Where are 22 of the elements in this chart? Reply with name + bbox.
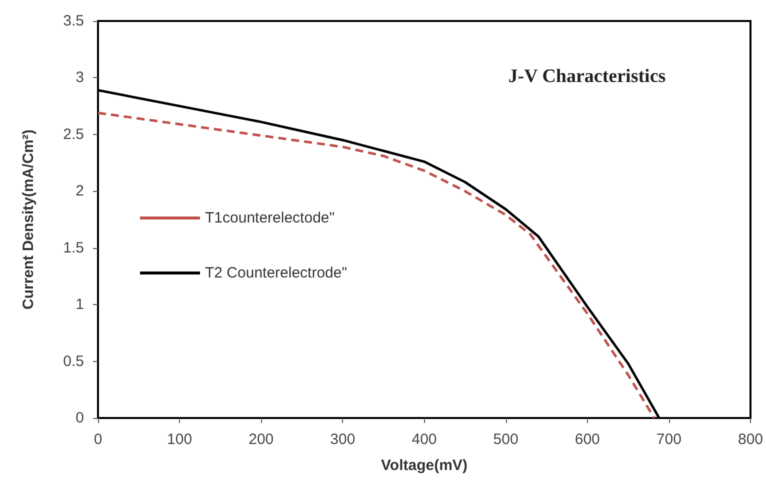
legend-label: T1counterelectode" — [205, 210, 335, 226]
x-tick-label: 200 — [248, 431, 274, 448]
y-tick-label: 2.5 — [63, 126, 84, 143]
x-tick-label: 100 — [167, 431, 192, 448]
y-tick-label: 1.5 — [63, 239, 84, 256]
x-tick-label: 400 — [412, 431, 437, 448]
y-tick-label: 2 — [76, 182, 84, 200]
y-axis-title: Current Density(mA/Cm²) — [20, 129, 37, 310]
y-tick-label: 0 — [76, 410, 84, 426]
x-axis-title: Voltage(mV) — [381, 457, 468, 474]
y-tick-label: 3.5 — [63, 12, 84, 30]
y-tick-label: 3 — [76, 69, 84, 86]
y-tick-label: 1 — [76, 296, 84, 314]
x-tick-label: 0 — [94, 431, 102, 448]
x-tick-label: 600 — [574, 431, 600, 448]
legend-label: T2 Counterelectrode" — [205, 264, 348, 282]
text: J-V Characteristics — [508, 66, 666, 87]
x-tick-label: 800 — [738, 431, 763, 448]
x-tick-label: 300 — [330, 431, 356, 448]
x-tick-label: 500 — [493, 431, 518, 448]
x-tick-label: 700 — [656, 431, 682, 448]
y-tick-label: 0.5 — [63, 352, 84, 370]
